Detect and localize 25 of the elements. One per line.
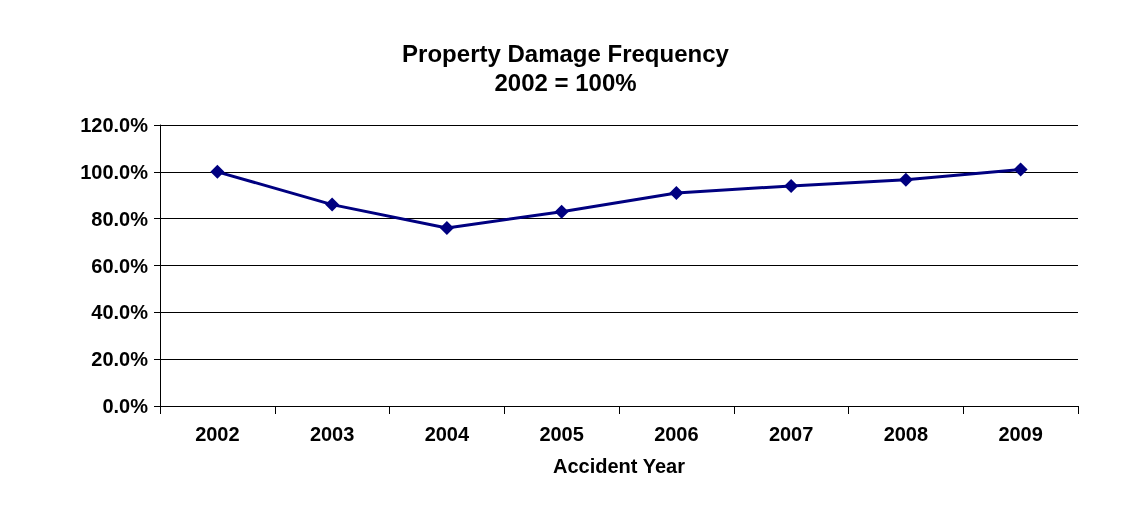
- x-tick-label: 2008: [883, 423, 929, 445]
- y-tick-label: 100.0%: [80, 160, 149, 183]
- y-tick-label: 60.0%: [91, 254, 149, 277]
- x-tick-label: 2004: [424, 423, 470, 445]
- point: [325, 197, 340, 212]
- y-tick-label: 40.0%: [91, 301, 149, 324]
- point: [1013, 162, 1028, 177]
- x-tick-label: 2009: [998, 423, 1043, 445]
- point: [669, 185, 684, 200]
- x-tick-label: 2006: [654, 423, 699, 445]
- x-tick-label: 2005: [539, 423, 584, 445]
- y-tick-label: 20.0%: [91, 348, 149, 371]
- point: [210, 164, 225, 179]
- y-tick-label: 120.0%: [80, 114, 149, 136]
- x-tick-label: 2007: [768, 423, 814, 445]
- x-tick-label: 2002: [195, 423, 240, 445]
- point: [554, 204, 569, 219]
- y-tick-label: 80.0%: [91, 207, 149, 230]
- point: [439, 221, 454, 236]
- chart-title: Property Damage Frequency 2002 = 100%: [402, 40, 730, 96]
- y-tick-label: 0.0%: [102, 395, 149, 417]
- point: [898, 172, 913, 187]
- x-tick-label: 2003: [309, 423, 355, 445]
- x-axis-title: Accident Year: [553, 455, 686, 477]
- point: [784, 178, 799, 193]
